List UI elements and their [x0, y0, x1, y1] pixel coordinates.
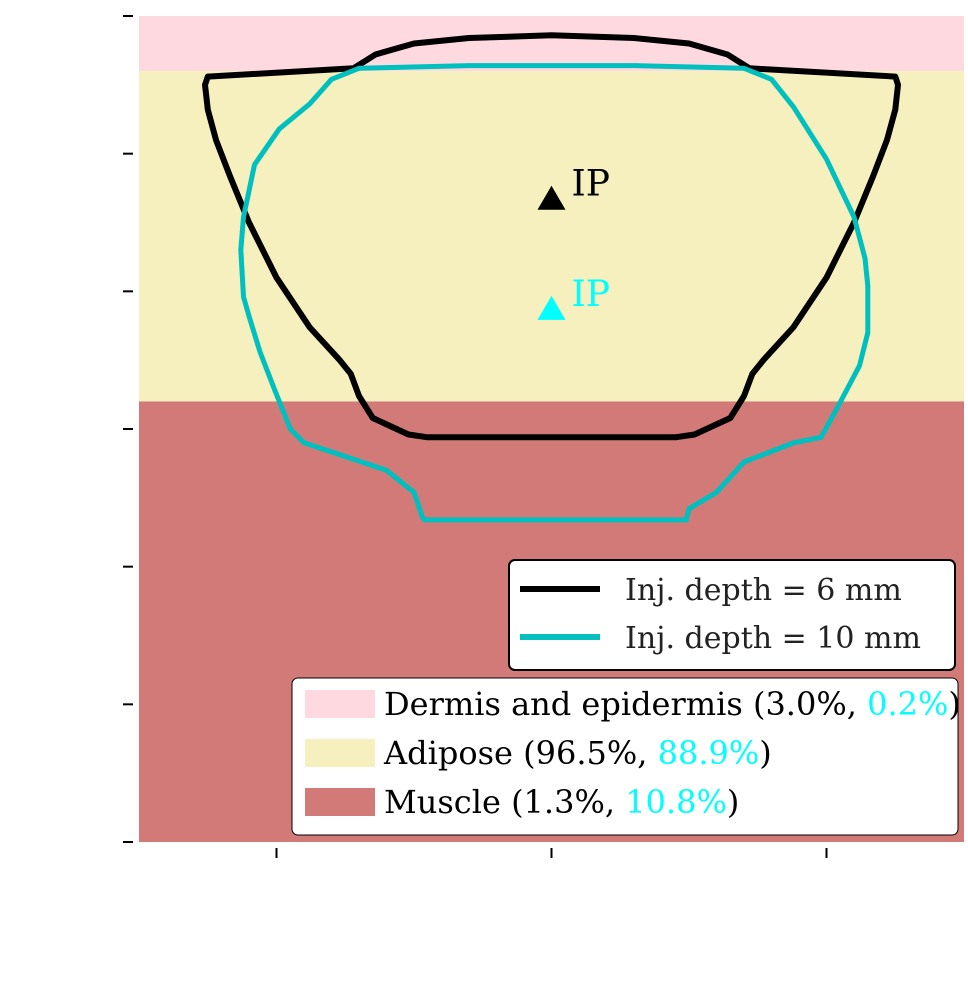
contour-curves [202, 32, 901, 523]
axes [123, 15, 828, 858]
layer-legend-box [291, 677, 959, 836]
layer-legend-swatch-1 [305, 739, 375, 767]
line-legend: Inj. depth = 6 mm Inj. depth = 10 mm [508, 559, 956, 671]
injection-label-0: IP [572, 164, 610, 205]
contour-line-1 [238, 63, 871, 523]
layer-legend-swatch-0 [305, 690, 375, 718]
injection-points: IP IP [537, 164, 610, 320]
layer-legend-label-0: Dermis and epidermis (3.0%, 0.2%) [384, 685, 961, 723]
line-legend-box [508, 559, 956, 671]
layer-band-1 [139, 71, 964, 402]
injection-marker-1 [537, 295, 566, 320]
injection-marker-0 [537, 185, 566, 210]
injection-label-1: IP [572, 274, 610, 315]
layer-legend: Dermis and epidermis (3.0%, 0.2%) Adipose… [291, 677, 961, 836]
line-legend-label-1: Inj. depth = 10 mm [625, 621, 921, 656]
contour-line-0 [202, 32, 901, 441]
layer-legend-label-1: Adipose (96.5%, 88.9%) [383, 734, 772, 772]
line-legend-label-0: Inj. depth = 6 mm [625, 573, 902, 608]
layer-legend-swatch-2 [305, 788, 375, 816]
layer-band-0 [139, 16, 964, 72]
layer-legend-label-2: Muscle (1.3%, 10.8%) [384, 783, 739, 821]
